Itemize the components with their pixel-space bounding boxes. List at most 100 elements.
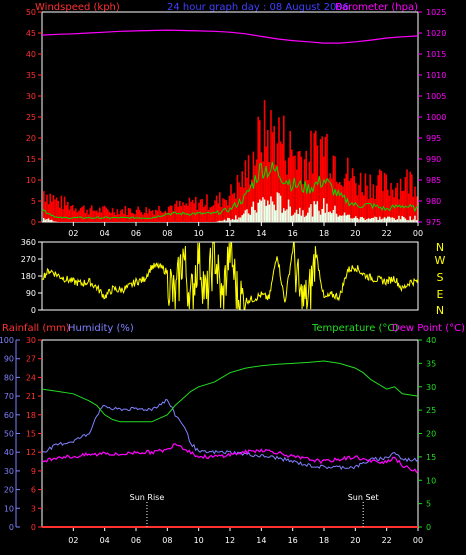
min-wind-bar (292, 214, 295, 222)
gust-bar (81, 206, 83, 222)
left-tick-label: 30 (26, 92, 36, 101)
windspeed-axis-title: Windspeed (kph) (35, 2, 120, 13)
gust-bar (254, 165, 256, 222)
left-tick-label: 35 (26, 71, 36, 80)
gust-bar (276, 143, 279, 222)
gust-bar (143, 212, 146, 222)
min-wind-bar (246, 209, 248, 222)
min-wind-bar (371, 218, 373, 222)
gust-bar (377, 175, 379, 222)
gust-bar (367, 198, 370, 222)
x-tick-label: 08 (162, 229, 172, 238)
min-wind-bar (313, 201, 315, 222)
min-wind-bar (228, 218, 231, 222)
gust-bar (150, 211, 152, 222)
temp-tick-label: 30 (426, 383, 436, 392)
gust-bar (167, 206, 170, 222)
min-wind-bar (300, 215, 303, 222)
humidity-tick-label: 20 (4, 486, 14, 495)
gust-bar (54, 199, 56, 222)
min-wind-bar (388, 216, 391, 222)
min-wind-bar (412, 219, 415, 222)
gust-bar (347, 157, 349, 222)
min-wind-bar (294, 212, 296, 222)
right-tick-label: 980 (426, 197, 441, 206)
gust-bar (57, 200, 59, 222)
gust-bar (251, 179, 253, 222)
gust-bar (262, 161, 264, 222)
gust-bar (311, 173, 314, 222)
gust-bar (91, 205, 93, 222)
x-tick-label: 04 (100, 229, 110, 238)
avg-wind-line (41, 161, 419, 220)
rain-tick-label: 6 (31, 486, 36, 495)
gust-bar (62, 209, 64, 222)
gust-bar (273, 126, 275, 222)
min-wind-bar (326, 203, 328, 222)
min-wind-bar (319, 214, 322, 222)
gust-bar (411, 174, 413, 222)
gust-bar (315, 130, 317, 222)
gust-bar (407, 193, 410, 222)
gust-bar (275, 164, 277, 222)
gust-bar (393, 197, 395, 222)
gust-bar (363, 195, 365, 222)
min-wind-bar (372, 217, 375, 222)
min-wind-bar (401, 215, 403, 222)
min-wind-bar (323, 198, 325, 222)
gust-bar (286, 174, 288, 222)
gust-bar (283, 115, 285, 222)
min-wind-bar (337, 216, 339, 222)
gust-bar (382, 191, 384, 222)
gust-bar (383, 172, 386, 222)
gust-bar (94, 210, 96, 222)
min-wind-bar (222, 220, 224, 222)
gust-bar (299, 150, 301, 222)
gust-bar (49, 193, 51, 222)
gust-bar (227, 205, 229, 222)
gust-bar (260, 152, 263, 222)
wind-barometer-chart: 0510152025303540455097598098599099510001… (26, 8, 447, 238)
gust-bar (284, 160, 287, 222)
gust-bar (255, 159, 258, 222)
gust-bar (158, 205, 160, 222)
right-tick-label: 1010 (426, 71, 446, 80)
gust-bar (241, 171, 243, 222)
gust-bar (371, 197, 373, 222)
gust-bar (215, 195, 218, 222)
min-wind-bar (391, 217, 394, 222)
gust-bar (220, 206, 223, 222)
min-wind-bar (244, 210, 247, 222)
sun-marker-label: Sun Set (348, 493, 379, 502)
gust-bar (105, 207, 107, 222)
min-wind-bar (355, 216, 357, 222)
gust-bar (235, 198, 237, 222)
rain-tick-label: 30 (26, 336, 36, 345)
gust-bar (206, 194, 208, 222)
min-wind-bar (255, 212, 258, 222)
left-tick-label: 25 (26, 113, 36, 122)
min-wind-bar (303, 216, 306, 222)
gust-bar (403, 190, 405, 222)
gust-bar (123, 213, 125, 222)
gust-bar (86, 209, 88, 222)
min-wind-bar (252, 201, 255, 222)
gust-bar (63, 196, 66, 222)
right-tick-label: 995 (426, 134, 441, 143)
rain-tick-label: 3 (31, 504, 36, 513)
min-wind-bar (295, 209, 298, 222)
min-wind-bar (316, 201, 319, 222)
min-wind-bar (343, 212, 346, 222)
min-wind-bar (49, 220, 51, 222)
gust-bar (119, 210, 122, 222)
gust-bar (67, 201, 69, 222)
gust-bar (111, 208, 114, 222)
min-wind-bar (318, 210, 320, 222)
min-wind-bar (275, 210, 277, 222)
min-wind-bar (302, 210, 304, 222)
compass-label: S (437, 271, 444, 284)
gust-bar (87, 214, 90, 222)
gust-bar (172, 211, 175, 222)
min-wind-bar (235, 215, 237, 222)
min-wind-bar (415, 220, 418, 222)
